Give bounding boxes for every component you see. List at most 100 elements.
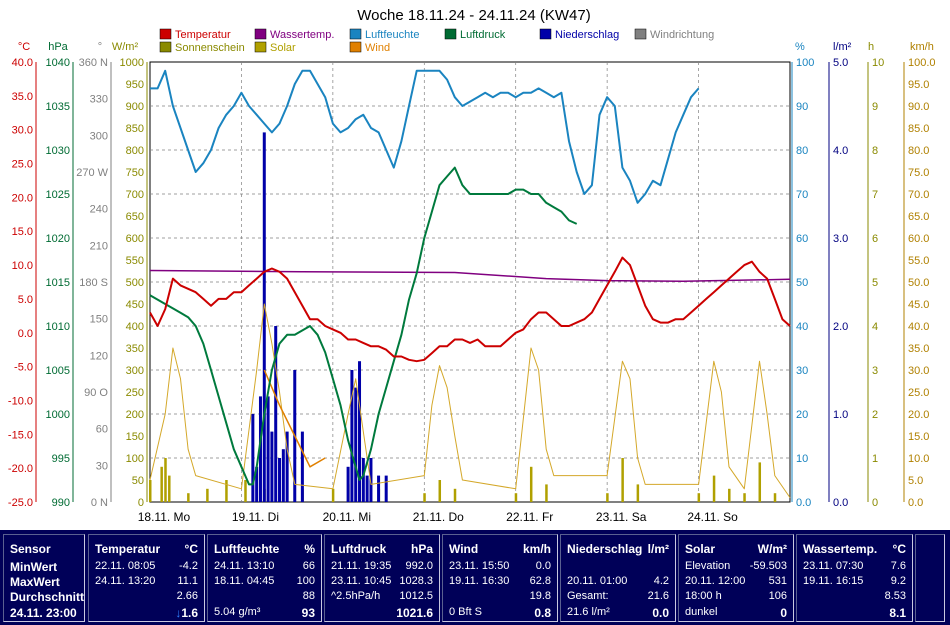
axis-unit-pressure: hPa: [48, 41, 68, 53]
wassertemp-max-value: 9.2: [890, 575, 906, 587]
temperatur-max-value: 11.1: [177, 575, 198, 587]
wind-beaufort: 0 Bft S: [449, 606, 483, 618]
niederschlag-column: Niederschlag l/m² 20.11. 01:00 4.2 Gesamt…: [560, 534, 676, 622]
axis-tick-humidity-7: 30: [796, 365, 808, 377]
avg-label: Durchschnitt: [10, 590, 85, 604]
rain-bar-11: [300, 431, 304, 502]
temperatur-min-time: 22.11. 08:05: [95, 560, 156, 572]
axis-tick-pressure-9: 995: [52, 453, 70, 465]
axis-tick-rain-5: 0.0: [833, 497, 848, 509]
luftfeuchte-current: 93: [301, 606, 315, 620]
luftdruck-max-value: 1028.3: [399, 575, 433, 587]
axis-tick-wind-19: 5.0: [908, 475, 923, 487]
axis-tick-sunshine-0: 10: [872, 57, 884, 69]
axis-tick-solar-3: 850: [126, 123, 144, 135]
temperatur-unit: °C: [184, 542, 198, 556]
axis-tick-solar-20: 0: [138, 497, 144, 509]
axis-tick-rain-3: 2.0: [833, 321, 848, 333]
axis-tick-wind-8: 60.0: [908, 233, 929, 245]
sunshine-bar-1: [160, 466, 163, 502]
wassertemp-current: 8.1: [889, 606, 906, 620]
legend-label-6: Sonnenschein: [175, 42, 245, 54]
sunshine-bar-16: [453, 488, 457, 502]
axis-tick-humidity-6: 40: [796, 321, 808, 333]
axes: °C40.035.030.025.020.015.010.05.00.0-5.0…: [8, 41, 936, 509]
axis-tick-direction-10: 60: [96, 424, 108, 436]
luftdruck-min-value: 992.0: [405, 560, 433, 572]
niederschlag-unit: l/m²: [647, 542, 669, 556]
axis-tick-temp-6: 10.0: [12, 260, 33, 272]
axis-tick-solar-4: 800: [126, 145, 144, 157]
axis-tick-pressure-1: 1035: [46, 101, 70, 113]
sunshine-bar-2: [164, 458, 167, 502]
axis-tick-direction-2: 300: [90, 130, 108, 142]
rain-bar-9: [285, 431, 289, 502]
solar-unit: W/m²: [757, 542, 787, 556]
legend-label-2: Luftfeuchte: [365, 29, 419, 41]
current-time: 24.11. 23:00: [10, 606, 77, 620]
rain-bar-14: [354, 387, 358, 502]
luftfeuchte-min-time: 24.11. 13:10: [214, 560, 275, 572]
axis-tick-wind-16: 20.0: [908, 409, 929, 421]
axis-tick-temp-7: 5.0: [18, 294, 33, 306]
axis-tick-direction-3: 270 W: [76, 167, 108, 179]
sunshine-bar-21: [621, 458, 624, 502]
axis-unit-humidity: %: [795, 41, 805, 53]
wind-current: 0.8: [534, 606, 551, 620]
rain-bar-2: [258, 396, 262, 502]
axis-tick-sunshine-8: 2: [872, 409, 878, 421]
axis-tick-temp-4: 20.0: [12, 192, 33, 204]
solar-state: dunkel: [685, 606, 718, 618]
axis-tick-pressure-2: 1030: [46, 145, 70, 157]
rain-bar-0: [251, 414, 255, 502]
axis-tick-wind-18: 10.0: [908, 453, 929, 465]
axis-tick-wind-6: 70.0: [908, 189, 929, 201]
axis-tick-wind-0: 100.0: [908, 57, 936, 69]
axis-tick-solar-19: 50: [132, 475, 144, 487]
max-label: MaxWert: [10, 575, 60, 589]
axis-tick-pressure-10: 990: [52, 497, 70, 509]
luftdruck-max-time: 23.11. 10:45: [331, 575, 392, 587]
axis-tick-solar-13: 350: [126, 343, 144, 355]
axis-tick-sunshine-9: 1: [872, 453, 878, 465]
axis-tick-temp-2: 30.0: [12, 125, 33, 137]
sunshine-bar-14: [423, 493, 426, 502]
sunshine-bar-18: [529, 466, 533, 502]
sunshine-bar-28: [773, 493, 777, 502]
axis-tick-sunshine-1: 9: [872, 101, 878, 113]
rain-bar-5: [270, 431, 274, 502]
axis-tick-pressure-8: 1000: [46, 409, 70, 421]
axis-tick-wind-14: 30.0: [908, 365, 929, 377]
legend-label-3: Luftdruck: [460, 29, 506, 41]
rain-bar-16: [361, 458, 365, 502]
x-tick-5: 23.11. Sa: [596, 510, 647, 524]
axis-tick-wind-17: 15.0: [908, 431, 929, 443]
rain-bar-13: [350, 370, 354, 502]
axis-tick-temp-11: -15.0: [8, 429, 33, 441]
axis-tick-rain-0: 5.0: [833, 57, 848, 69]
wind-unit: km/h: [522, 542, 551, 556]
sunshine-bar-5: [206, 488, 209, 502]
axis-tick-solar-12: 400: [126, 321, 144, 333]
sunshine-bar-26: [743, 493, 746, 502]
x-tick-1: 19.11. Di: [232, 510, 279, 524]
plot-area: [149, 69, 791, 502]
axis-tick-wind-10: 50.0: [908, 277, 929, 289]
solar-column: Solar W/m² Elevation -59.503 20.11. 12:00…: [678, 534, 794, 622]
axis-tick-sunshine-6: 4: [872, 321, 878, 333]
axis-tick-temp-3: 25.0: [12, 159, 33, 171]
axis-tick-sunshine-2: 8: [872, 145, 878, 157]
series-wind: [263, 369, 326, 468]
min-label: MinWert: [10, 560, 58, 574]
temperatur-current: 1.6: [181, 606, 198, 620]
rain-bar-19: [377, 475, 381, 502]
axis-tick-temp-5: 15.0: [12, 226, 33, 238]
x-tick-6: 24.11. So: [687, 510, 738, 524]
wind-min-value: 0.0: [535, 560, 551, 572]
rain-bar-3: [262, 132, 266, 502]
axis-tick-wind-5: 75.0: [908, 167, 929, 179]
wind-avg: 19.8: [529, 590, 551, 602]
luftdruck-current: 1021.6: [396, 606, 433, 620]
axis-tick-humidity-5: 50: [796, 277, 808, 289]
axis-tick-sunshine-3: 7: [872, 189, 878, 201]
